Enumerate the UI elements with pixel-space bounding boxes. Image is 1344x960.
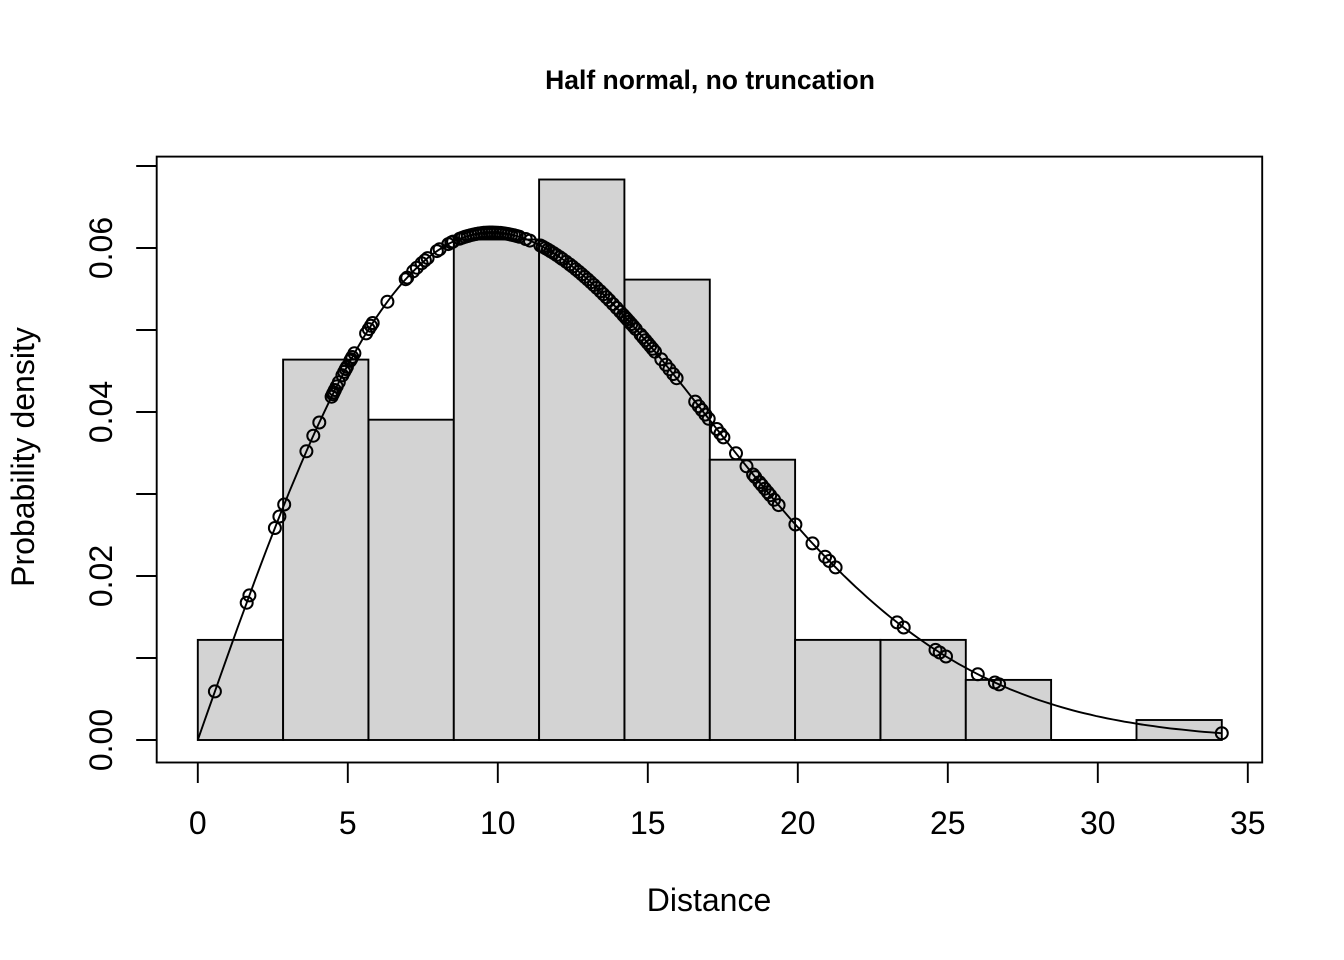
svg-text:0.00: 0.00 <box>83 709 119 771</box>
svg-text:Distance: Distance <box>647 882 772 918</box>
svg-text:Half normal, no truncation: Half normal, no truncation <box>545 65 875 95</box>
svg-text:Probability density: Probability density <box>5 327 41 587</box>
svg-text:35: 35 <box>1230 805 1266 841</box>
svg-text:0.06: 0.06 <box>83 217 119 279</box>
svg-text:30: 30 <box>1080 805 1116 841</box>
svg-text:0.04: 0.04 <box>83 381 119 443</box>
svg-text:25: 25 <box>930 805 966 841</box>
svg-text:0: 0 <box>189 805 207 841</box>
svg-text:5: 5 <box>339 805 357 841</box>
svg-text:20: 20 <box>780 805 816 841</box>
svg-text:0.02: 0.02 <box>83 545 119 607</box>
svg-text:15: 15 <box>630 805 666 841</box>
svg-text:10: 10 <box>480 805 516 841</box>
